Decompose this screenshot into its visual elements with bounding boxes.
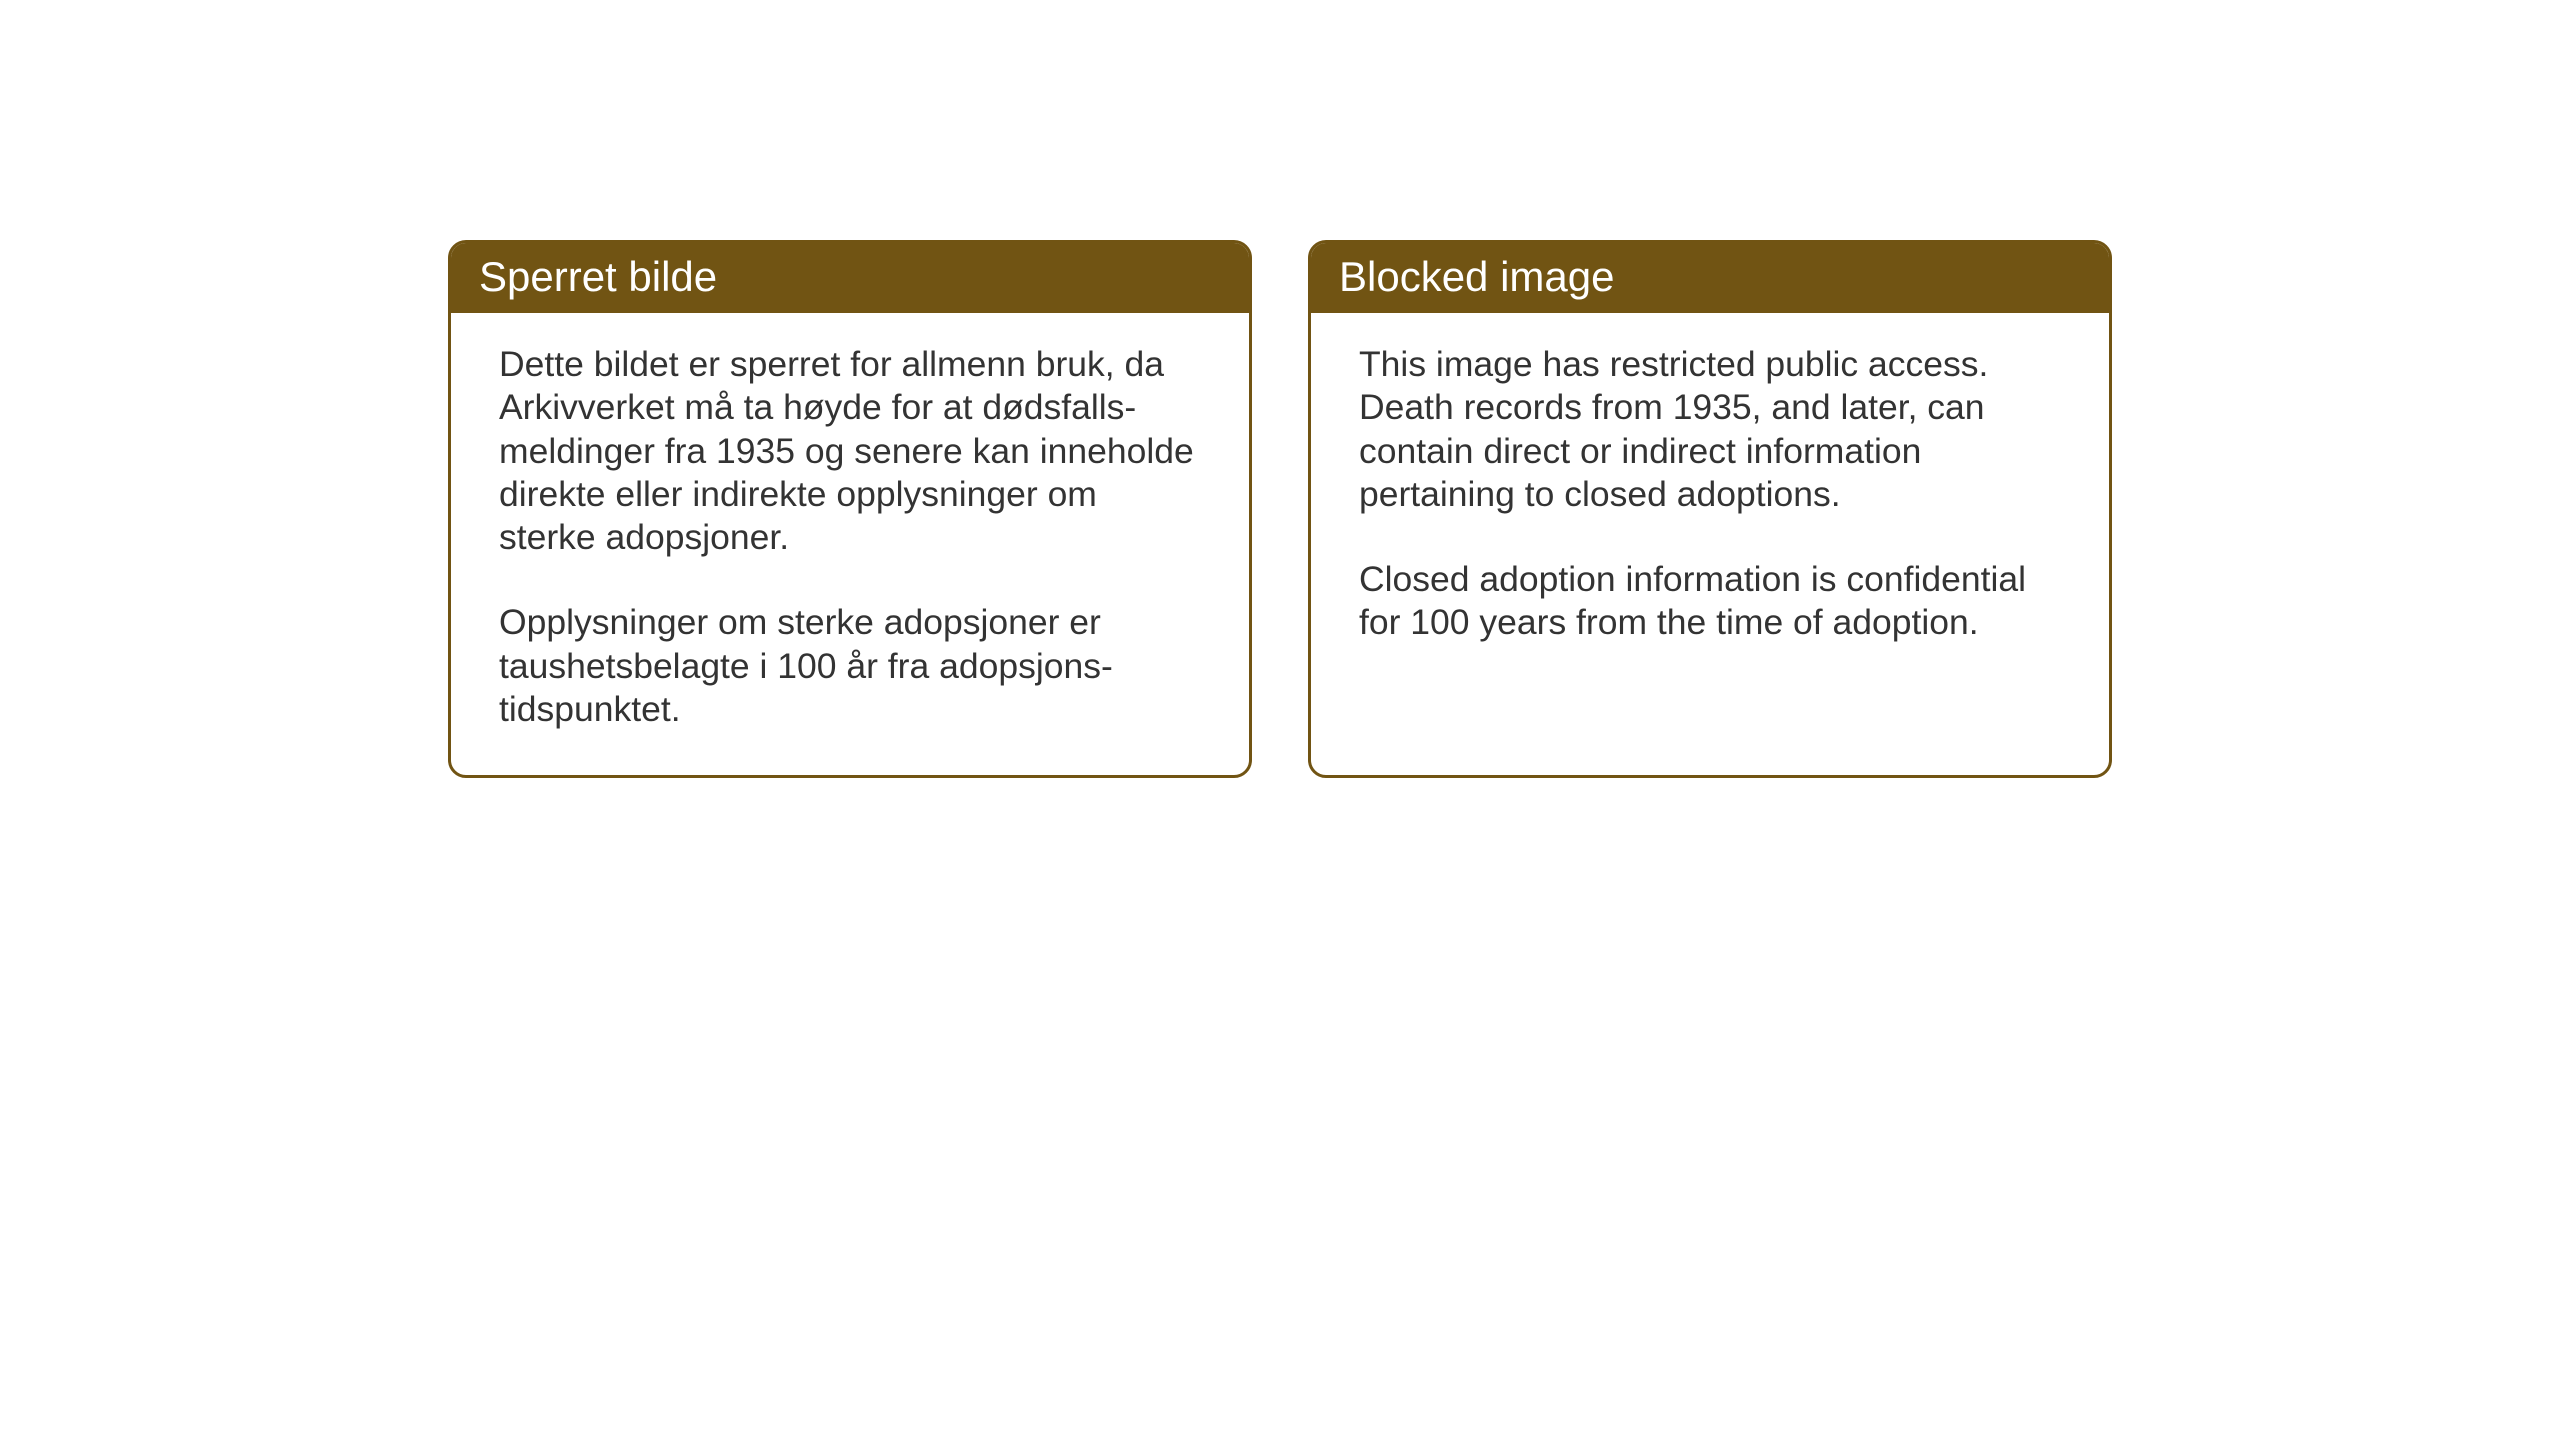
card-paragraph1-norwegian: Dette bildet er sperret for allmenn bruk… [499, 343, 1201, 559]
card-body-english: This image has restricted public access.… [1311, 313, 2109, 689]
card-paragraph1-english: This image has restricted public access.… [1359, 343, 2061, 516]
notice-card-english: Blocked image This image has restricted … [1308, 240, 2112, 778]
card-header-english: Blocked image [1311, 243, 2109, 313]
card-paragraph2-english: Closed adoption information is confident… [1359, 558, 2061, 645]
notice-card-norwegian: Sperret bilde Dette bildet er sperret fo… [448, 240, 1252, 778]
card-paragraph2-norwegian: Opplysninger om sterke adopsjoner er tau… [499, 601, 1201, 731]
card-title-norwegian: Sperret bilde [479, 253, 717, 300]
card-body-norwegian: Dette bildet er sperret for allmenn bruk… [451, 313, 1249, 775]
card-header-norwegian: Sperret bilde [451, 243, 1249, 313]
notice-cards-container: Sperret bilde Dette bildet er sperret fo… [448, 240, 2112, 778]
card-title-english: Blocked image [1339, 253, 1614, 300]
